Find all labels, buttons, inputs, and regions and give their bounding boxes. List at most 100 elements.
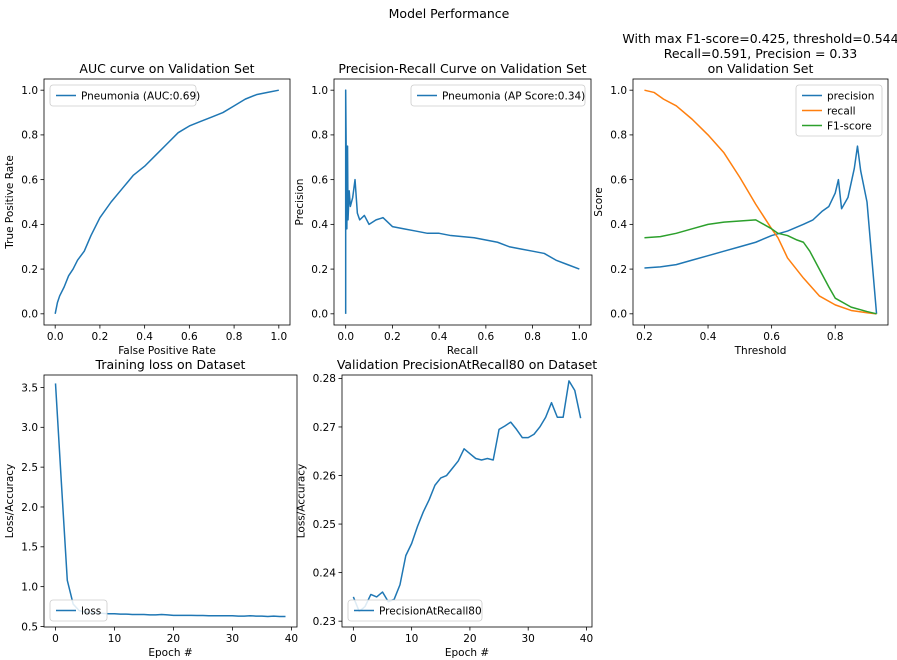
x-axis-label: Threshold: [734, 345, 787, 357]
x-tick-label: 0.8: [524, 331, 541, 343]
y-tick-label: 0.4: [21, 219, 38, 231]
y-tick-label: 3.5: [21, 382, 38, 394]
axes-frame: [333, 78, 592, 326]
y-tick-label: 0.0: [21, 309, 38, 321]
x-tick-label: 20: [167, 633, 180, 645]
x-tick-label: 0.2: [636, 331, 653, 343]
chart-title: AUC curve on Validation Set: [79, 61, 254, 76]
x-tick-label: 0.4: [136, 331, 153, 343]
y-tick-label: 0.25: [313, 519, 336, 531]
y-tick-label: 0.0: [610, 309, 627, 321]
chart-title: Validation PrecisionAtRecall80 on Datase…: [337, 357, 597, 372]
chart-loss: 0 10 20 30 40 0.5 1.0 1.5 2.0 2.5 3.0 3.5 Epoch # Los…: [4, 357, 298, 659]
x-axis-label: Recall: [447, 345, 478, 357]
y-tick-label: 0.26: [313, 470, 337, 482]
legend-label: Pneumonia (AUC:0.69): [81, 90, 200, 102]
x-tick-label: 0.2: [384, 331, 401, 343]
chart-par80: 0 10 20 30 40 0.23 0.24 0.25 0.26 0.27 0.28 Epoch #…: [295, 357, 597, 659]
legend-box: [49, 599, 108, 622]
axes-frame: [43, 78, 291, 326]
series-line-pneumonia-ap-score-0-34-: [344, 89, 580, 314]
y-tick-label: 0.2: [311, 264, 328, 276]
legend: precision recall F1-score: [795, 84, 883, 137]
axes-frame: [43, 374, 298, 628]
legend-box: [410, 84, 586, 107]
legend-box: [347, 599, 483, 622]
axes-frame: [632, 78, 889, 326]
chart-title: Training loss on Dataset: [95, 357, 246, 372]
y-tick-label: 0.6: [610, 174, 627, 186]
x-tick-label: 0.8: [827, 331, 844, 343]
legend-box: [795, 84, 883, 137]
y-tick-label: 1.0: [21, 85, 38, 97]
series-line-f1-score: [644, 219, 877, 315]
chart-pr: 0.0 0.2 0.4 0.6 0.8 1.0 0.0 0.2 0.4 0.6 0.8 1.0 Reca…: [294, 61, 592, 357]
y-tick-label: 1.5: [21, 542, 38, 554]
x-tick-label: 0.2: [92, 331, 109, 343]
x-tick-label: 0.6: [763, 331, 780, 343]
y-axis-label: Score: [593, 187, 605, 216]
x-tick-label: 0: [350, 633, 357, 645]
x-tick-label: 0.0: [47, 331, 64, 343]
series-line-pneumonia-auc-0-69-: [54, 89, 279, 314]
y-tick-label: 0.24: [313, 567, 337, 579]
x-axis-label: False Positive Rate: [118, 345, 216, 357]
series-line-precisionatrecall80: [352, 380, 582, 613]
legend-label: F1-score: [827, 120, 872, 132]
y-tick-label: 0.6: [311, 174, 328, 186]
y-axis-label: Loss/Accuracy: [295, 464, 307, 539]
legend: Pneumonia (AUC:0.69): [49, 84, 200, 107]
y-tick-label: 0.2: [610, 264, 627, 276]
legend: Pneumonia (AP Score:0.34): [410, 84, 586, 107]
x-tick-label: 0.8: [226, 331, 243, 343]
x-tick-label: 1.0: [571, 331, 588, 343]
y-tick-label: 0.5: [21, 621, 38, 633]
y-tick-label: 0.8: [21, 130, 38, 142]
x-tick-label: 0.4: [431, 331, 448, 343]
series-line-loss: [54, 383, 286, 618]
x-tick-label: 0.4: [700, 331, 717, 343]
y-tick-label: 2.0: [21, 502, 38, 514]
legend-label: PrecisionAtRecall80: [379, 605, 482, 617]
y-tick-label: 1.0: [311, 85, 328, 97]
chart-title: Precision-Recall Curve on Validation Set: [338, 61, 586, 76]
x-tick-label: 0.6: [181, 331, 198, 343]
chart-title: With max F1-score=0.425, threshold=0.544: [622, 31, 897, 46]
chart-threshold: 0.2 0.4 0.6 0.8 0.0 0.2 0.4 0.6 0.8 1.0 Threshold S…: [593, 31, 897, 357]
chart-title: on Validation Set: [708, 61, 814, 76]
series-line-recall: [644, 89, 877, 315]
legend-label: recall: [827, 105, 856, 117]
x-tick-label: 0: [52, 633, 59, 645]
x-tick-label: 0.6: [478, 331, 495, 343]
x-tick-label: 1.0: [270, 331, 287, 343]
x-axis-label: Epoch #: [148, 647, 192, 659]
chart-roc: 0.0 0.2 0.4 0.6 0.8 1.0 0.0 0.2 0.4 0.6 0.8 1.0 Fals…: [4, 61, 291, 357]
y-tick-label: 1.0: [21, 581, 38, 593]
x-tick-label: 10: [405, 633, 418, 645]
x-tick-label: 30: [522, 633, 535, 645]
x-tick-label: 40: [285, 633, 298, 645]
y-tick-label: 0.4: [311, 219, 328, 231]
x-axis-label: Epoch #: [445, 647, 489, 659]
y-tick-label: 0.28: [313, 373, 336, 385]
legend-label: Pneumonia (AP Score:0.34): [442, 90, 585, 102]
y-tick-label: 0.2: [21, 264, 38, 276]
y-axis-label: True Positive Rate: [4, 155, 16, 250]
y-tick-label: 0.6: [21, 174, 38, 186]
y-tick-label: 0.27: [313, 422, 336, 434]
legend: PrecisionAtRecall80: [347, 599, 483, 622]
y-tick-label: 3.0: [21, 422, 38, 434]
x-tick-label: 0.0: [337, 331, 354, 343]
series-line-precision: [644, 145, 878, 314]
y-tick-label: 2.5: [21, 462, 38, 474]
legend-label: precision: [827, 90, 874, 102]
axes-frame: [341, 374, 593, 628]
y-axis-label: Loss/Accuracy: [4, 464, 16, 539]
figure-title: Model Performance: [389, 6, 510, 21]
legend-label: loss: [81, 605, 101, 617]
legend: loss: [49, 599, 108, 622]
y-tick-label: 1.0: [610, 85, 627, 97]
y-tick-label: 0.8: [311, 130, 328, 142]
legend-box: [49, 84, 197, 107]
